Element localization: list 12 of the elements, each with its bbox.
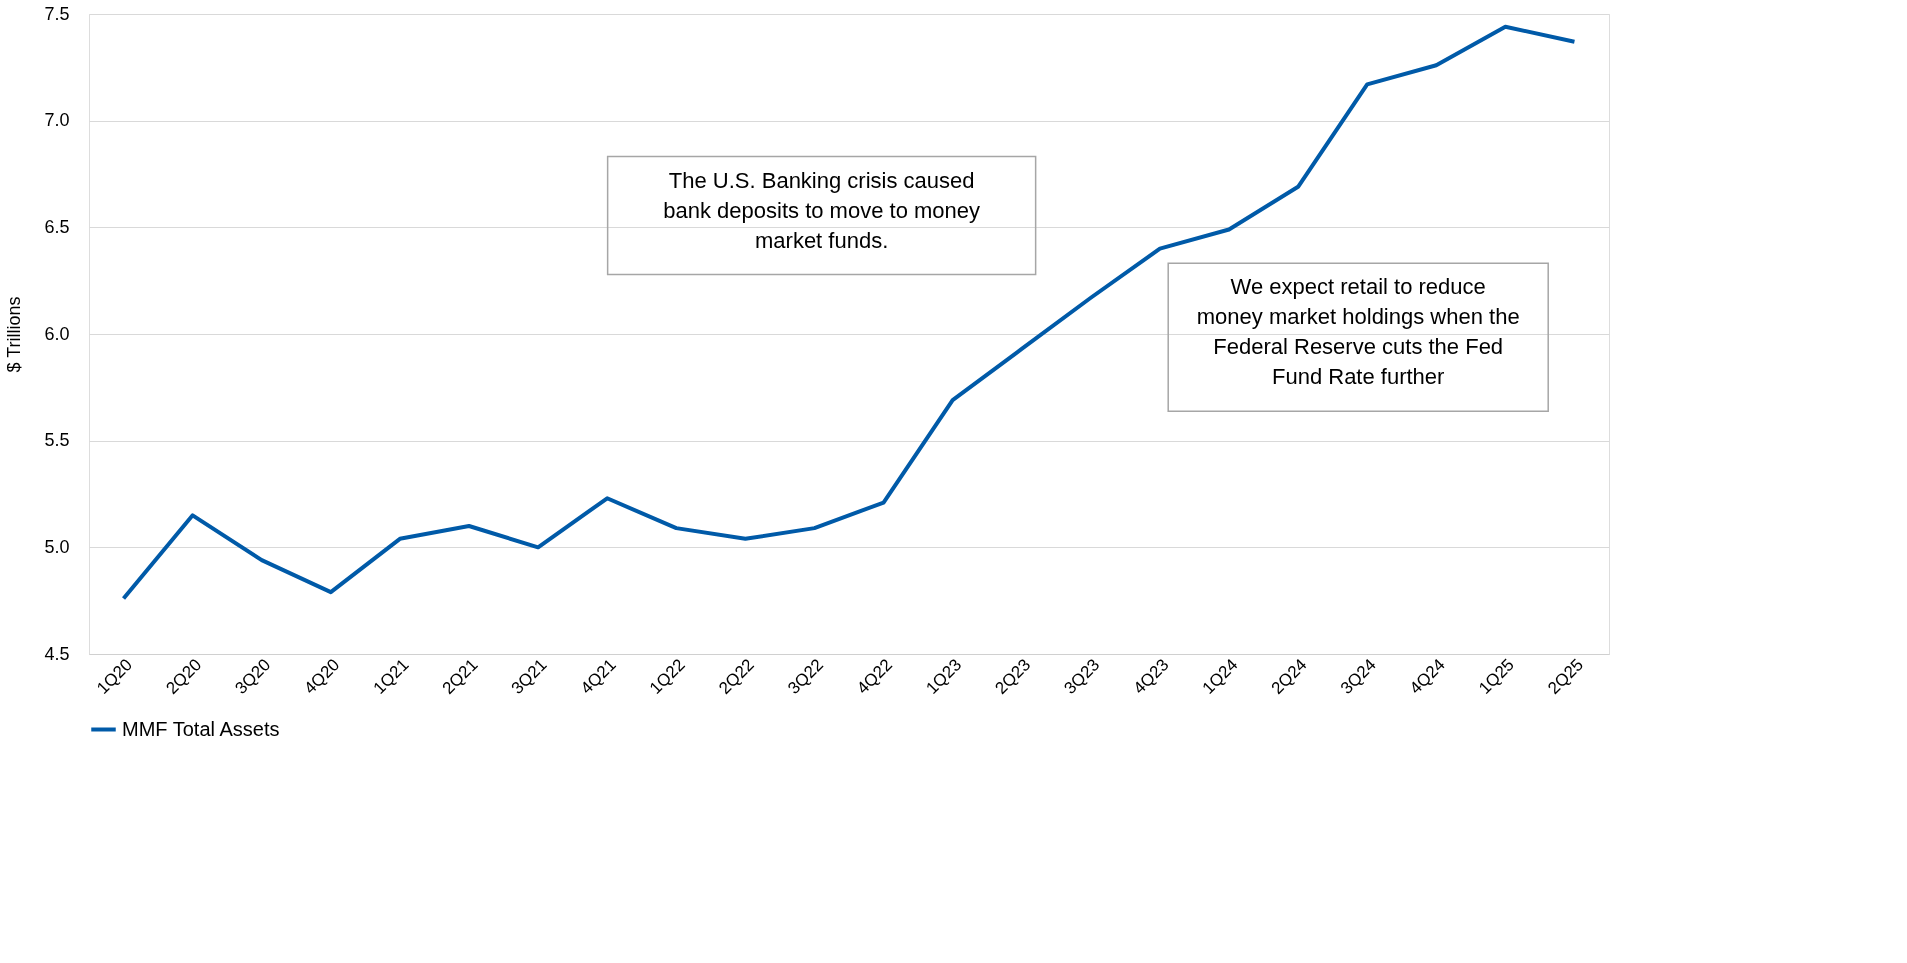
- y-tick-label: 7.5: [44, 3, 70, 24]
- y-tick-label: 6.0: [44, 323, 70, 344]
- y-tick-label: 6.5: [44, 216, 70, 237]
- y-tick-label: 4.5: [44, 643, 70, 664]
- y-tick-label: 7.0: [44, 110, 70, 131]
- line-series: [121, 24, 1577, 601]
- y-axis-title: $ Trillions: [4, 296, 25, 373]
- y-tick-label: 5.0: [44, 536, 70, 557]
- annotation: We expect retail to reduce money market holdings when the Federal Reserve cuts the Fed Fund Rate further: [1196, 274, 1520, 390]
- y-tick-label: 5.5: [44, 430, 70, 451]
- annotation: The U.S. Banking crisis caused bank deposits to move to money market funds.: [663, 167, 981, 253]
- legend-label: MMF Total Assets: [122, 717, 280, 740]
